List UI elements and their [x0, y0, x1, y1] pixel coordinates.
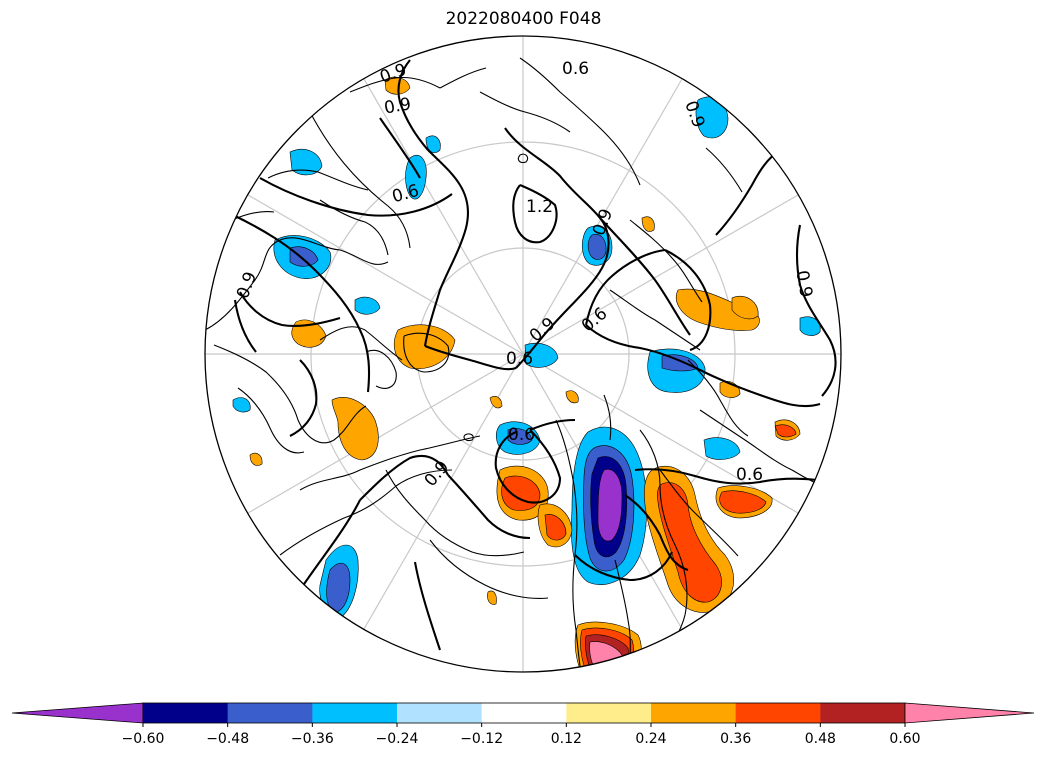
colorbar-tick-label: −0.24	[376, 731, 419, 747]
contour-label: 0.6	[736, 465, 763, 485]
colorbar-tick-label: −0.48	[206, 731, 249, 747]
colorbar-segment	[143, 703, 229, 723]
colorbar-tick-label: −0.60	[122, 731, 165, 747]
contour-label: 1.2	[526, 197, 553, 217]
colorbar-segment	[481, 703, 567, 723]
colorbar-extend-min	[11, 702, 144, 724]
contour-label: 0.9	[383, 94, 413, 118]
contour-label: 0.6	[508, 425, 535, 445]
colorbar-segment	[566, 703, 652, 723]
colorbar-tick-label: 0.48	[805, 731, 836, 747]
contour-lines	[232, 59, 837, 651]
colorbar-tick-label: 0.12	[551, 731, 582, 747]
contour-label: 0.6	[562, 59, 589, 79]
colorbar-segment	[820, 703, 906, 723]
negative-anomaly-fills	[232, 96, 821, 619]
map-boundary	[204, 35, 842, 673]
colorbar-segment	[651, 703, 737, 723]
colorbar-tick-label: −0.36	[291, 731, 334, 747]
colorbar-tick-label: 0.36	[720, 731, 751, 747]
contour-label: 0.9	[791, 269, 815, 299]
map-title: 2022080400 F048	[445, 9, 602, 29]
colorbar: −0.60 −0.48 −0.36 −0.24 −0.12 0.12 0.24 0.36 0.4…	[11, 702, 1035, 747]
graticule	[205, 36, 841, 672]
colorbar-segment	[735, 703, 821, 723]
contour-label: 0.6	[506, 349, 533, 369]
colorbar-segment	[312, 703, 398, 723]
colorbar-extend-max	[904, 702, 1035, 724]
colorbar-tick-label: 0.24	[635, 731, 666, 747]
polar-map-disk: 0.6 0.9 0.9 0.6 1.2 0.9 0.9 0.6 0.9 0.6 …	[205, 36, 841, 672]
colorbar-tick-label: −0.12	[460, 731, 503, 747]
colorbar-tick-label: 0.60	[889, 731, 920, 747]
colorbar-segment	[227, 703, 313, 723]
colorbar-segment	[397, 703, 483, 723]
